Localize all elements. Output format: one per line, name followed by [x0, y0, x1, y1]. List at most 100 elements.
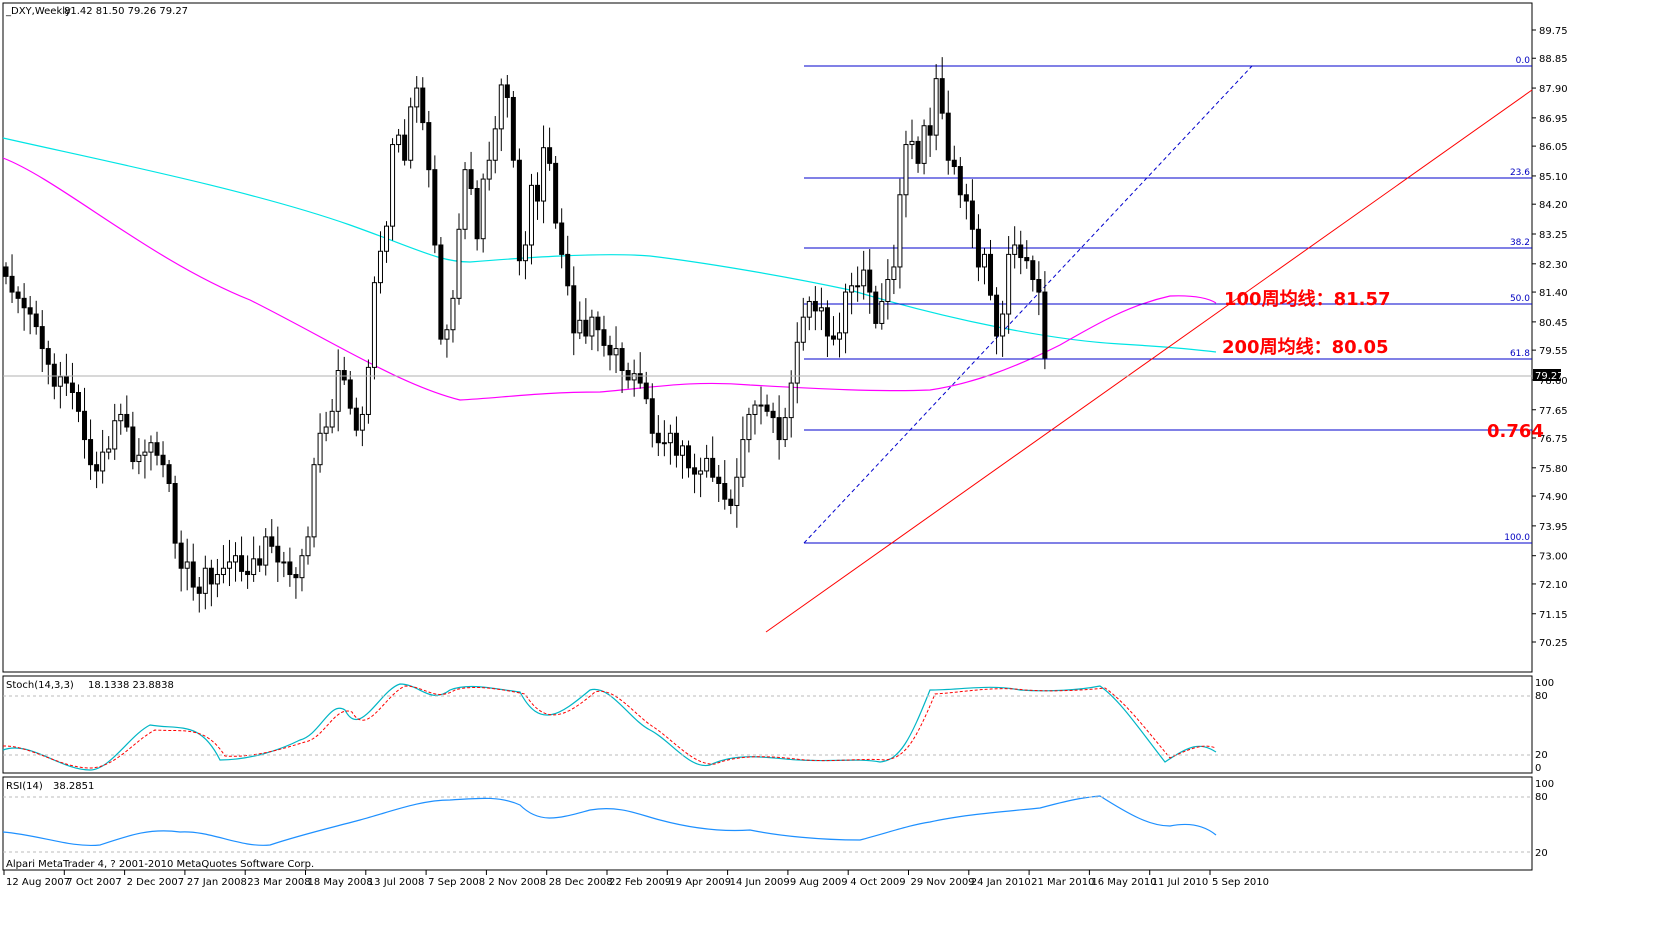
candle-bull	[323, 426, 329, 434]
candle-bear	[15, 291, 21, 299]
candle-bull	[371, 282, 377, 368]
candle-bull	[480, 178, 486, 240]
time-tick-label: 7 Sep 2008	[428, 877, 485, 888]
candle-bear	[347, 379, 353, 409]
candle-bear	[770, 410, 776, 419]
candle-bear	[583, 319, 589, 337]
candle-bear	[39, 326, 45, 350]
time-tick-label: 7 Oct 2007	[66, 877, 121, 888]
candle-bear	[45, 348, 51, 365]
candle-bull	[679, 445, 685, 456]
time-tick-label: 12 Aug 2007	[6, 877, 70, 888]
time-tick-label: 13 Jul 2008	[368, 877, 425, 888]
price-tick-label: 72.10	[1539, 580, 1568, 591]
candle-bull	[891, 266, 897, 281]
candle-bull	[450, 297, 456, 331]
candle-bear	[988, 253, 994, 296]
candle-bear	[963, 194, 969, 202]
stoch-level-80: 80	[1535, 691, 1548, 702]
candle-bear	[160, 454, 166, 466]
candle-bear	[516, 159, 522, 262]
candle-bull	[897, 194, 903, 268]
candle-bear	[420, 87, 426, 124]
stoch-level-0: 0	[1535, 763, 1541, 774]
candle-bull	[806, 300, 812, 318]
candle-bull	[861, 269, 867, 287]
fibonacci-retracement[interactable]: 0.0 23.6 38.2 50.0 61.8 100.0	[803, 56, 1532, 544]
candle-bull	[1000, 313, 1006, 337]
ma100-annotation: 100周均线：81.57	[1224, 288, 1391, 310]
candle-bear	[27, 307, 33, 315]
time-tick-label: 22 Feb 2009	[609, 877, 671, 888]
candle-bear	[402, 134, 408, 161]
candle-bull	[758, 404, 764, 407]
candle-bear	[341, 370, 347, 381]
stoch-level-20: 20	[1535, 750, 1548, 761]
candle-bull	[335, 370, 341, 412]
fib-level-label: 61.8	[1510, 349, 1530, 359]
candle-bull	[377, 250, 383, 284]
candle-bear	[710, 457, 716, 478]
candle-bear	[625, 370, 631, 381]
candle-bear	[619, 348, 625, 372]
candle-bull	[740, 439, 746, 478]
candle-bear	[190, 561, 196, 588]
candle-bear	[722, 483, 728, 500]
time-tick-label: 24 Jan 2010	[971, 877, 1031, 888]
candle-bear	[716, 476, 722, 485]
candle-bear	[728, 498, 734, 506]
ohlc-values: 81.42 81.50 79.26 79.27	[64, 6, 188, 17]
candle-bull	[613, 348, 619, 356]
fib-extension-annotation: 0.764	[1487, 421, 1544, 442]
candle-bull	[782, 417, 788, 441]
price-tick-label: 70.25	[1539, 638, 1568, 649]
candle-bull	[281, 561, 287, 564]
time-tick-label: 18 May 2008	[308, 877, 373, 888]
candle-bull	[752, 404, 758, 415]
candle-bull	[818, 307, 824, 312]
candle-bull	[1012, 244, 1018, 255]
trend-lines[interactable]	[765, 89, 1533, 633]
price-tick-label: 74.90	[1539, 492, 1568, 503]
time-tick-label: 14 Jun 2009	[730, 877, 790, 888]
candle-bull	[106, 448, 112, 453]
time-tick-label: 5 Sep 2010	[1212, 877, 1269, 888]
fib-level-label: 38.2	[1510, 238, 1530, 248]
candle-bear	[686, 445, 692, 469]
candle-bear	[208, 567, 214, 585]
candle-bear	[63, 376, 69, 384]
candle-bull	[849, 285, 855, 293]
price-axis: 89.75 88.85 87.90 86.95 86.05 85.10 84.20 83.25…	[1532, 26, 1568, 649]
time-tick-label: 23 Mar 2008	[247, 877, 310, 888]
candle-bull	[365, 366, 371, 415]
candle-bear	[293, 574, 299, 579]
moving-averages	[2, 137, 1217, 401]
candle-bear	[824, 307, 830, 337]
price-tick-label: 83.25	[1539, 230, 1568, 241]
candle-bull	[933, 78, 939, 136]
candle-bull	[667, 432, 673, 444]
candle-bear	[1018, 244, 1024, 259]
candle-bear	[426, 122, 432, 171]
time-tick-label: 21 Mar 2010	[1031, 877, 1094, 888]
candle-bear	[166, 464, 172, 485]
rsi-level-100: 100	[1535, 779, 1554, 790]
price-tick-label: 79.55	[1539, 346, 1568, 357]
candle-bear	[535, 184, 541, 202]
price-tick-label: 89.75	[1539, 26, 1568, 37]
time-tick-label: 27 Jan 2008	[187, 877, 247, 888]
candle-bear	[275, 545, 281, 563]
time-tick-label: 16 May 2010	[1091, 877, 1156, 888]
time-tick-label: 4 Oct 2009	[850, 877, 905, 888]
candle-bear	[951, 159, 957, 168]
current-price-label: 79.27	[1535, 371, 1564, 382]
candle-bull	[704, 457, 710, 472]
candle-bear	[1030, 260, 1036, 281]
candle-bull	[631, 373, 637, 381]
candle-bull	[492, 128, 498, 161]
candle-bull	[794, 341, 800, 384]
candle-bear	[257, 558, 263, 566]
candle-bull	[698, 470, 704, 475]
candle-bull	[329, 410, 335, 428]
